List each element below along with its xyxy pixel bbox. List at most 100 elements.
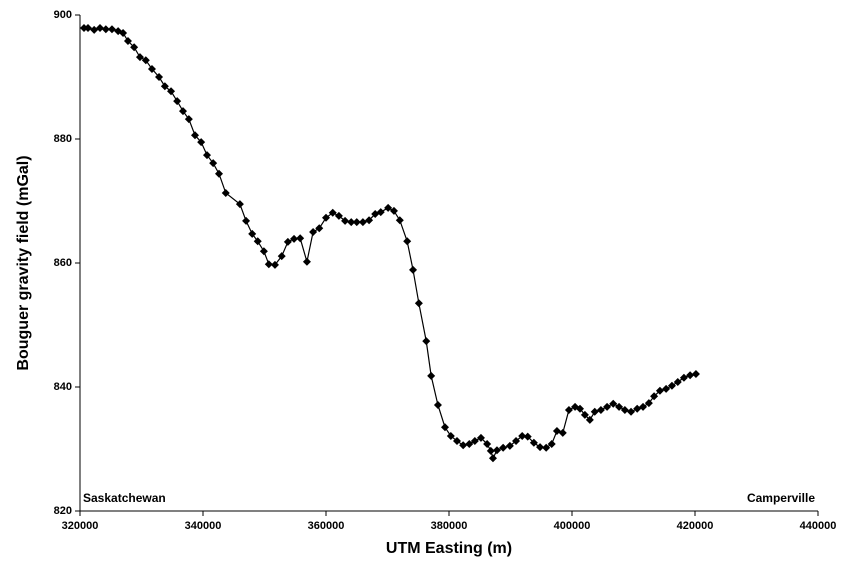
x-axis-title: UTM Easting (m) — [386, 540, 512, 557]
marker — [486, 446, 495, 455]
marker — [596, 405, 605, 414]
marker — [209, 159, 218, 168]
marker — [446, 431, 455, 440]
marker — [328, 208, 337, 217]
x-tick-label: 440000 — [800, 520, 837, 532]
marker — [296, 234, 305, 243]
marker — [427, 371, 436, 380]
marker — [358, 218, 367, 227]
marker — [322, 213, 330, 222]
y-tick-label: 900 — [54, 9, 72, 21]
marker — [160, 82, 169, 91]
annotation: Saskatchewan — [83, 491, 166, 505]
x-tick-label: 380000 — [431, 520, 468, 532]
marker — [315, 224, 324, 233]
marker — [147, 64, 156, 73]
marker — [395, 216, 404, 225]
marker — [691, 369, 700, 378]
x-tick-label: 340000 — [185, 520, 222, 532]
marker — [389, 206, 398, 215]
marker — [264, 260, 273, 269]
marker — [290, 234, 299, 243]
marker — [365, 216, 374, 225]
marker — [650, 392, 659, 401]
marker — [564, 405, 573, 414]
marker — [585, 415, 594, 424]
marker — [523, 432, 532, 441]
marker — [191, 131, 200, 140]
marker — [603, 402, 612, 411]
marker — [542, 443, 551, 452]
marker — [414, 299, 423, 308]
marker — [483, 440, 492, 449]
marker — [119, 28, 128, 37]
marker — [655, 386, 664, 395]
marker — [505, 441, 514, 450]
marker — [590, 407, 599, 416]
marker — [686, 371, 695, 380]
marker — [644, 399, 653, 408]
marker — [620, 405, 629, 414]
marker — [470, 436, 479, 445]
marker — [248, 229, 257, 238]
marker — [673, 378, 682, 387]
marker — [235, 200, 244, 209]
marker — [615, 402, 624, 411]
marker — [83, 24, 92, 33]
marker — [609, 399, 618, 408]
marker — [662, 384, 671, 393]
marker — [184, 115, 193, 124]
marker — [529, 438, 538, 447]
marker — [536, 443, 545, 452]
marker — [403, 237, 412, 246]
marker — [488, 454, 497, 463]
marker — [575, 404, 584, 413]
marker — [130, 43, 139, 52]
marker — [259, 247, 268, 256]
marker — [627, 407, 636, 416]
marker — [679, 373, 688, 382]
marker — [667, 381, 676, 390]
marker — [283, 237, 292, 246]
marker — [214, 169, 223, 178]
marker — [95, 24, 104, 33]
marker — [492, 446, 501, 455]
marker — [384, 203, 393, 212]
marker — [409, 265, 418, 274]
marker — [341, 216, 350, 225]
marker — [221, 188, 230, 197]
data-line — [83, 27, 697, 460]
marker — [277, 252, 286, 261]
y-tick-label: 820 — [54, 505, 72, 517]
marker — [547, 440, 556, 449]
marker — [202, 151, 211, 160]
y-tick-label: 860 — [54, 257, 72, 269]
marker — [135, 53, 144, 62]
marker — [334, 211, 343, 220]
marker — [141, 56, 150, 65]
marker — [197, 138, 206, 147]
marker — [302, 257, 311, 266]
x-tick-label: 400000 — [554, 520, 591, 532]
marker — [512, 436, 521, 445]
marker — [347, 218, 356, 227]
marker — [376, 208, 385, 217]
marker — [309, 228, 318, 236]
marker — [465, 440, 474, 449]
marker — [253, 237, 262, 246]
y-tick-label: 880 — [54, 133, 72, 145]
marker — [452, 436, 461, 445]
x-tick-label: 420000 — [677, 520, 714, 532]
annotation: Camperville — [747, 491, 815, 505]
marker — [441, 423, 450, 432]
x-tick-label: 360000 — [308, 520, 345, 532]
y-axis-title: Bouguer gravity field (mGal) — [15, 155, 32, 370]
marker — [476, 433, 485, 442]
x-tick-label: 320000 — [62, 520, 99, 532]
marker — [155, 73, 164, 81]
marker — [179, 107, 188, 116]
marker — [242, 216, 251, 225]
y-tick-label: 840 — [54, 381, 72, 393]
marker — [433, 400, 442, 409]
